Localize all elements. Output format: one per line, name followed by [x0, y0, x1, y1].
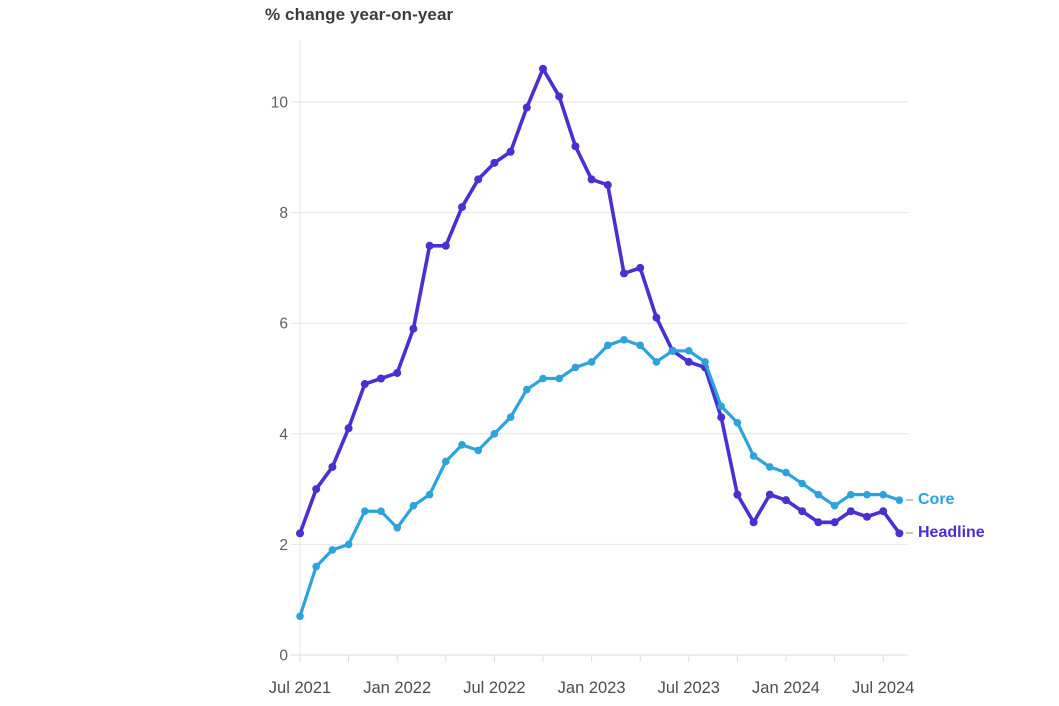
headline-point-may-2023 — [652, 313, 661, 322]
x-tick-label-jan-2022: Jan 2022 — [363, 679, 431, 697]
headline-point-sep-2022 — [522, 103, 531, 112]
core-point-aug-2024 — [895, 496, 904, 504]
core-point-jul-2021 — [296, 612, 304, 621]
core-point-apr-2023 — [636, 341, 644, 350]
headline-point-nov-2022 — [555, 92, 564, 101]
x-tick-label-jan-2023: Jan 2023 — [558, 679, 626, 697]
headline-point-aug-2021 — [312, 485, 321, 494]
core-point-jun-2023 — [668, 347, 677, 355]
headline-point-jul-2022 — [490, 158, 499, 167]
headline-point-jun-2024 — [863, 512, 871, 521]
core-point-nov-2023 — [749, 452, 758, 460]
headline-point-jan-2023 — [587, 175, 596, 184]
headline-point-mar-2022 — [425, 241, 434, 250]
headline-point-jul-2023 — [684, 357, 693, 366]
core-point-nov-2022 — [555, 374, 563, 383]
y-tick-label-6: 6 — [279, 316, 288, 333]
headline-point-may-2022 — [458, 203, 466, 212]
core-point-feb-2023 — [604, 341, 612, 350]
core-point-jul-2023 — [685, 347, 693, 355]
headline-point-nov-2021 — [360, 380, 369, 389]
x-tick-label-jul-2023: Jul 2023 — [658, 679, 720, 697]
core-point-aug-2022 — [506, 413, 515, 422]
headline-point-sep-2023 — [717, 413, 726, 422]
headline-point-jul-2024 — [879, 507, 888, 516]
core-point-may-2024 — [847, 490, 855, 499]
x-tick-label-jul-2024: Jul 2024 — [852, 679, 914, 697]
core-point-may-2022 — [458, 441, 466, 449]
y-tick-label-8: 8 — [279, 205, 288, 222]
headline-point-may-2024 — [846, 507, 855, 516]
core-point-dec-2023 — [766, 463, 774, 471]
headline-point-oct-2023 — [733, 490, 742, 499]
headline-line — [298, 67, 902, 536]
x-tick-label-jul-2021: Jul 2021 — [269, 679, 331, 697]
core-point-nov-2021 — [361, 507, 369, 516]
core-point-jan-2023 — [587, 358, 596, 366]
core-point-sep-2022 — [523, 385, 531, 394]
core-point-sep-2021 — [328, 546, 337, 554]
headline-point-aug-2022 — [506, 147, 515, 156]
headline-point-mar-2023 — [620, 269, 628, 278]
core-point-jun-2024 — [863, 490, 871, 499]
core-point-jul-2024 — [879, 490, 887, 499]
chart-title: % change year-on-year — [265, 5, 454, 24]
headline-point-jun-2022 — [474, 175, 483, 184]
headline-point-dec-2023 — [765, 490, 774, 499]
core-line — [298, 338, 902, 618]
headline-point-jan-2022 — [393, 368, 402, 377]
headline-point-feb-2024 — [798, 507, 807, 516]
headline-point-dec-2022 — [571, 142, 580, 151]
core-point-apr-2022 — [442, 457, 450, 466]
y-tick-label-2: 2 — [279, 537, 288, 554]
core-point-oct-2021 — [344, 540, 353, 549]
core-point-aug-2021 — [312, 562, 321, 571]
x-tick-label-jul-2022: Jul 2022 — [463, 679, 525, 697]
core-point-dec-2021 — [377, 507, 385, 516]
y-tick-label-4: 4 — [279, 426, 288, 443]
headline-point-jul-2021 — [296, 529, 304, 538]
core-point-mar-2024 — [814, 490, 823, 499]
headline-point-oct-2021 — [344, 424, 353, 433]
headline-point-apr-2023 — [636, 263, 645, 272]
headline-point-sep-2021 — [328, 462, 337, 471]
core-point-oct-2022 — [539, 374, 547, 383]
headline-point-nov-2023 — [749, 518, 758, 527]
headline-point-mar-2024 — [814, 518, 823, 527]
core-point-apr-2024 — [830, 501, 839, 510]
core-point-dec-2022 — [571, 363, 580, 372]
headline-point-dec-2021 — [377, 374, 385, 383]
core-point-jul-2022 — [490, 430, 499, 438]
headline-point-jan-2024 — [782, 496, 790, 505]
headline-point-feb-2022 — [409, 324, 418, 333]
core-point-jan-2022 — [393, 524, 402, 532]
headline-point-apr-2022 — [441, 241, 450, 250]
headline-point-aug-2024 — [895, 529, 904, 538]
headline-point-oct-2022 — [539, 64, 547, 73]
core-point-oct-2023 — [733, 418, 742, 427]
core-point-may-2023 — [652, 358, 661, 366]
x-tick-label-jan-2024: Jan 2024 — [752, 679, 820, 697]
core-point-sep-2023 — [717, 402, 725, 410]
headline-point-apr-2024 — [830, 518, 839, 527]
core-point-mar-2023 — [620, 335, 628, 344]
core-point-mar-2022 — [425, 490, 434, 499]
core-point-jun-2022 — [474, 446, 483, 455]
y-tick-label-10: 10 — [271, 95, 289, 112]
core-point-feb-2022 — [409, 501, 418, 510]
core-point-aug-2023 — [701, 358, 709, 366]
core-point-feb-2024 — [798, 479, 806, 488]
core-point-jan-2024 — [782, 468, 790, 477]
y-tick-label-0: 0 — [279, 648, 288, 665]
headline-point-feb-2023 — [603, 180, 612, 189]
